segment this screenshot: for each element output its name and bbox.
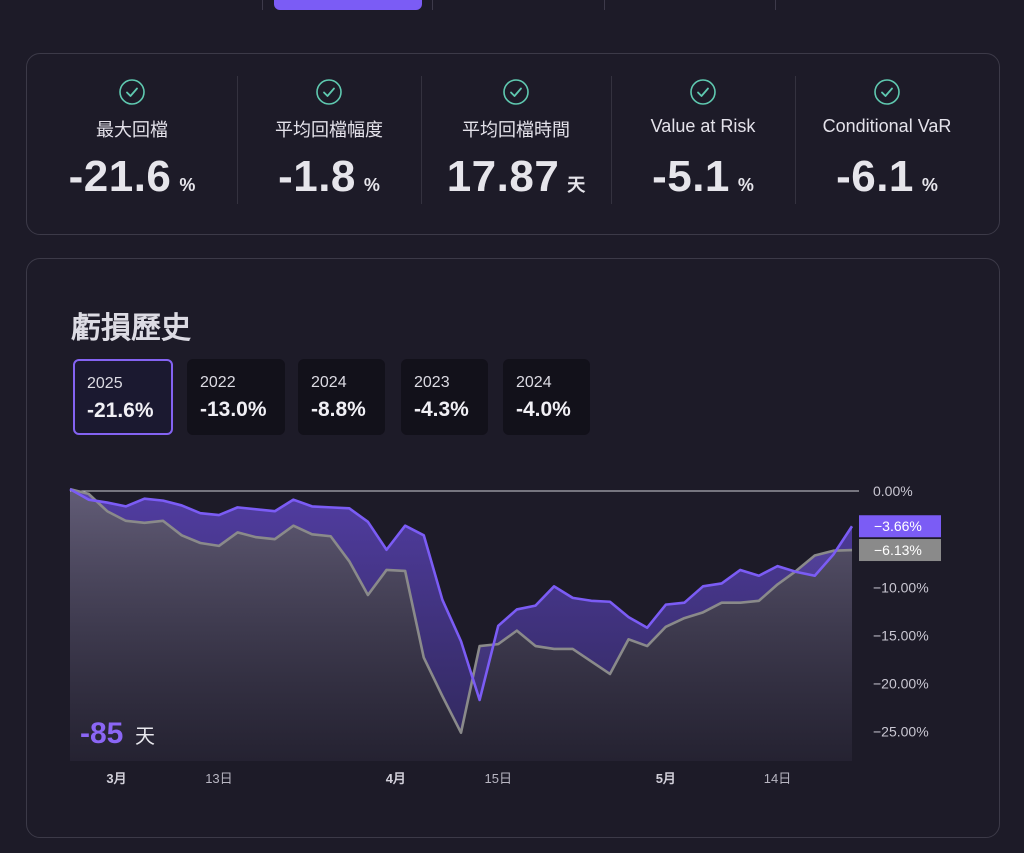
x-tick-label: 15日 <box>485 771 512 786</box>
check-circle-icon <box>503 79 529 105</box>
y-tick-label: −25.00% <box>873 724 929 740</box>
purple-band <box>70 489 852 733</box>
stat-label: 平均回檔幅度 <box>275 120 383 140</box>
stat-value: -21.6% <box>27 152 237 202</box>
days-annotation-unit: 天 <box>135 726 155 748</box>
y-tick-label: −20.00% <box>873 676 929 692</box>
stat-value: -6.1% <box>795 152 979 202</box>
period-value: -21.6% <box>87 399 154 422</box>
end-label-text: −6.13% <box>874 542 922 558</box>
days-annotation-number: -85 <box>80 717 123 750</box>
period-value: -4.3% <box>414 398 469 421</box>
y-tick-label: 0.00% <box>873 483 913 499</box>
stat-divider <box>611 76 612 204</box>
period-value: -4.0% <box>516 398 571 421</box>
top-tab-active[interactable] <box>274 0 422 10</box>
top-tab-strip <box>0 0 1024 14</box>
x-tick-label: 3月 <box>106 771 126 786</box>
x-tick-label: 13日 <box>205 771 232 786</box>
period-value: -13.0% <box>200 398 267 421</box>
stat-unit: % <box>921 175 938 195</box>
period-button-2024[interactable]: 2024 -8.8% <box>298 359 385 435</box>
stat-number: -21.6 <box>68 152 172 201</box>
y-tick-label: −15.00% <box>873 627 929 643</box>
stat-unit: % <box>179 175 196 195</box>
period-button-2022[interactable]: 2022 -13.0% <box>187 359 285 435</box>
period-year: 2025 <box>87 375 123 392</box>
stat-unit: % <box>737 175 754 195</box>
x-tick-label: 5月 <box>656 771 676 786</box>
period-year: 2024 <box>516 374 552 391</box>
stat-number: -5.1 <box>652 152 730 201</box>
top-tab-divider <box>432 0 433 10</box>
check-circle-icon <box>690 79 716 105</box>
top-tab-divider <box>604 0 605 10</box>
stat-label: 最大回檔 <box>96 120 168 140</box>
stat-unit: 天 <box>567 175 586 195</box>
check-circle-icon <box>316 79 342 105</box>
stat-value: 17.87 天 <box>421 152 611 202</box>
period-button-2024b[interactable]: 2024 -4.0% <box>503 359 590 435</box>
stat-conditional-var: Conditional VaR -6.1% <box>795 54 979 234</box>
top-tab-divider <box>775 0 776 10</box>
period-year: 2024 <box>311 374 347 391</box>
series-line-gray <box>69 487 853 735</box>
stat-label: Conditional VaR <box>822 116 952 136</box>
stat-divider <box>237 76 238 204</box>
end-label-bg <box>859 515 941 538</box>
stat-divider <box>795 76 796 204</box>
stat-avg-drawdown-time: 平均回檔時間 17.87 天 <box>421 54 611 234</box>
stat-value: -5.1% <box>611 152 795 202</box>
chart-title: 虧損歷史 <box>71 312 191 345</box>
stat-avg-drawdown: 平均回檔幅度 -1.8% <box>237 54 421 234</box>
period-value: -8.8% <box>311 398 366 421</box>
period-button-2023[interactable]: 2023 -4.3% <box>401 359 488 435</box>
period-year: 2023 <box>414 374 450 391</box>
stat-value: -1.8% <box>237 152 421 202</box>
end-label-text: −3.66% <box>874 518 922 534</box>
stat-unit: % <box>363 175 380 195</box>
stat-label: Value at Risk <box>650 116 756 136</box>
stat-number: -1.8 <box>278 152 356 201</box>
top-tab-divider <box>262 0 263 10</box>
gray-area <box>70 489 852 761</box>
stat-number: 17.87 <box>446 152 560 201</box>
stat-label: 平均回檔時間 <box>462 120 570 140</box>
stat-divider <box>421 76 422 204</box>
stat-number: -6.1 <box>836 152 914 201</box>
period-button-2025[interactable]: 2025 -21.6% <box>73 359 173 435</box>
drawdown-chart: 0.00% −10.00% −15.00% −20.00% −25.00% −3.66% −… <box>69 483 941 786</box>
drawdown-history-card: 虧損歷史 2025 -21.6% 2022 -13.0% 2024 -8.8% … <box>26 258 1000 838</box>
stat-max-drawdown: 最大回檔 -21.6% <box>27 54 237 234</box>
y-tick-label: −10.00% <box>873 579 929 595</box>
x-tick-label: 4月 <box>386 771 406 786</box>
end-label-bg <box>859 539 941 562</box>
stat-value-at-risk: Value at Risk -5.1% <box>611 54 795 234</box>
check-circle-icon <box>874 79 900 105</box>
stats-card: 最大回檔 -21.6% 平均回檔幅度 -1.8% 平均回檔時間 17.87 天 V… <box>26 53 1000 235</box>
x-tick-label: 14日 <box>764 771 791 786</box>
series-line-purple <box>69 487 854 702</box>
period-year: 2022 <box>200 374 236 391</box>
check-circle-icon <box>119 79 145 105</box>
